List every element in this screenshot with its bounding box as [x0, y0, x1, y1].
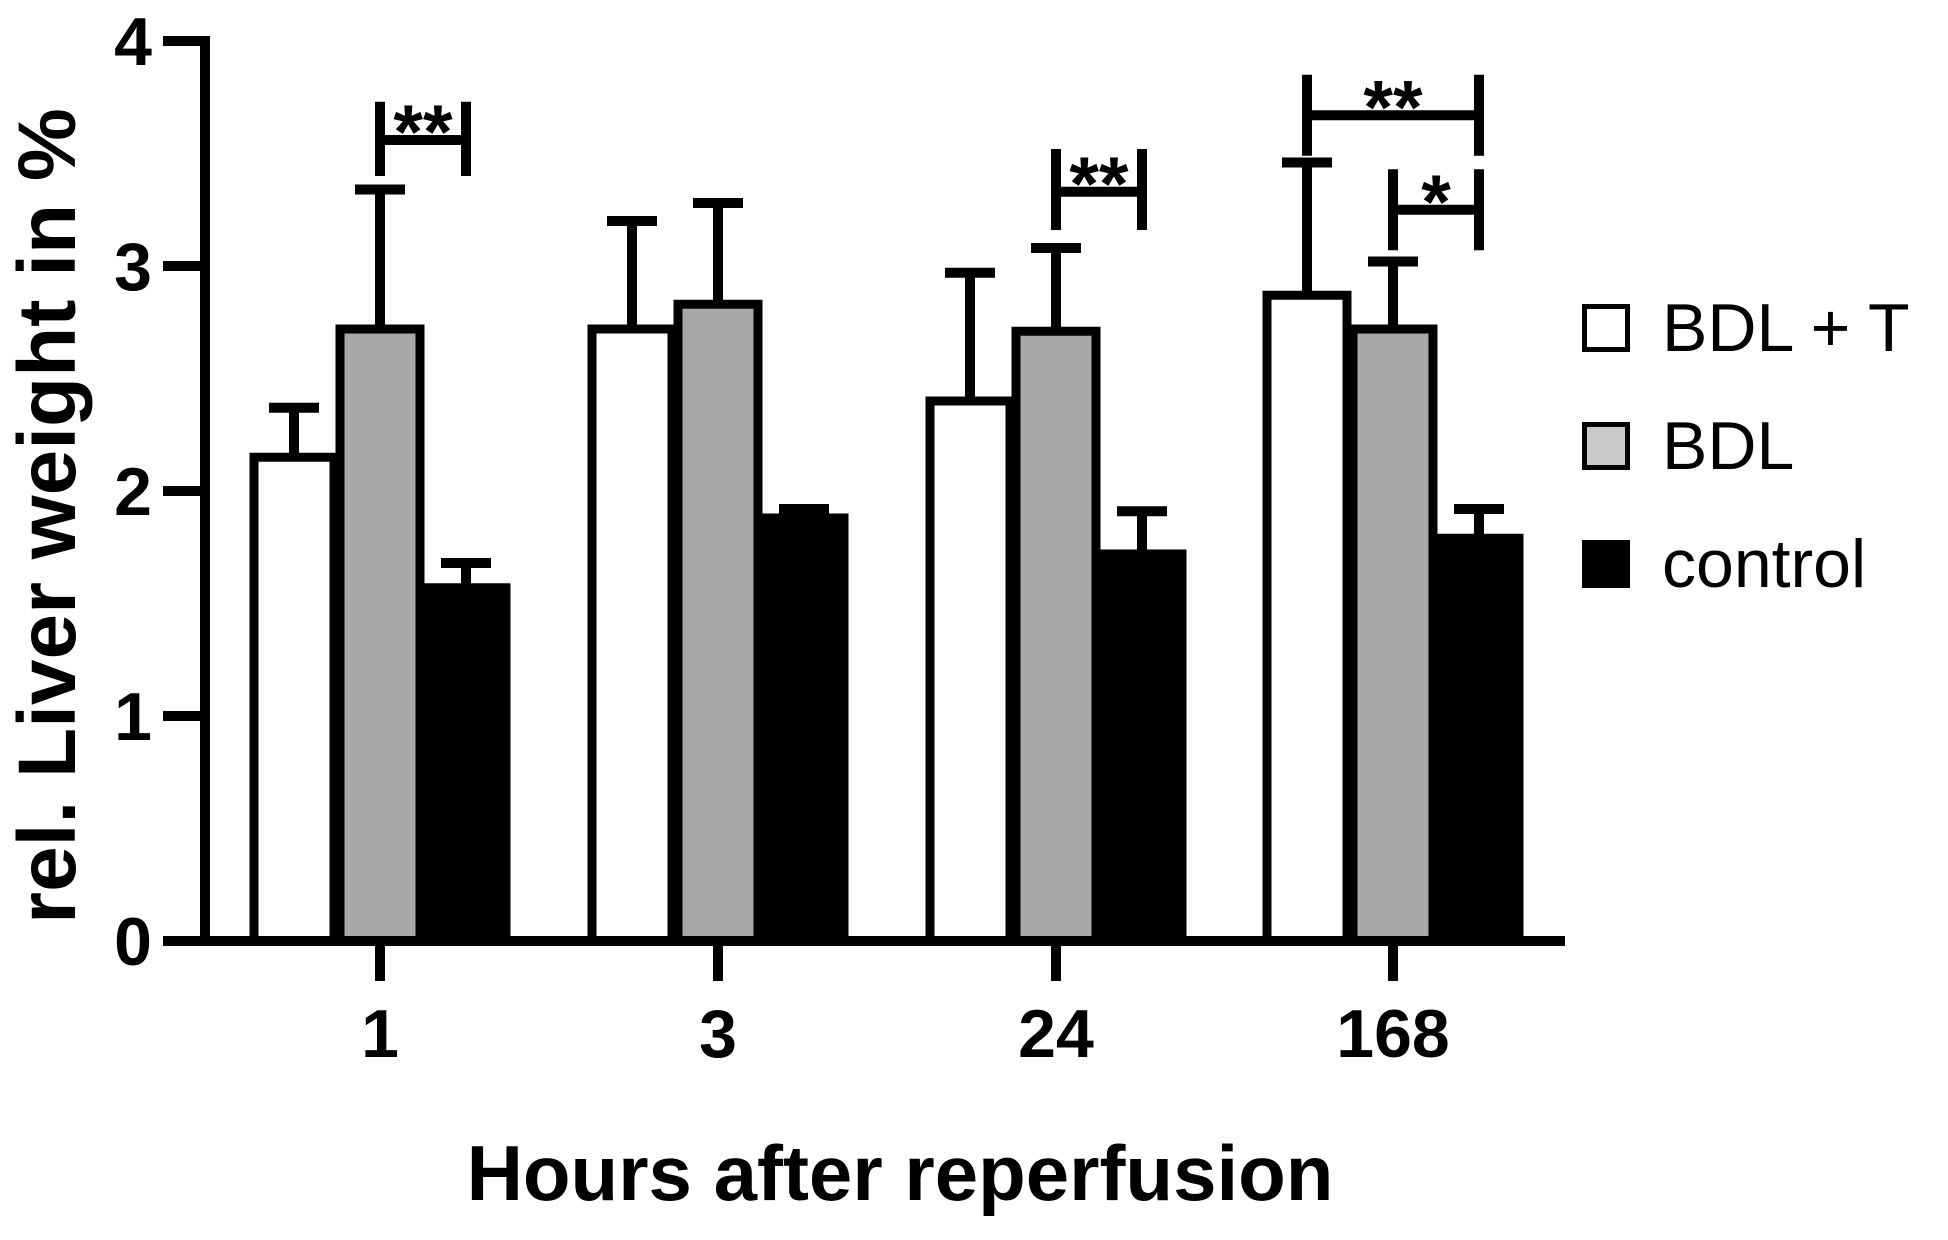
- bar-control-g0: [421, 583, 511, 946]
- significance-stars: **: [1363, 65, 1423, 150]
- legend-label: BDL + T: [1662, 290, 1910, 366]
- x-tick-label: 1: [361, 996, 399, 1072]
- x-axis-title: Hours after reperfusion: [466, 1129, 1334, 1217]
- bar-control-g3: [1434, 533, 1524, 946]
- legend-swatch: [1582, 540, 1630, 588]
- x-tick-label: 24: [1018, 996, 1094, 1072]
- bar-bdl-t-g1: [587, 324, 677, 946]
- significance-stars: **: [393, 90, 453, 175]
- legend: BDL + T BDL control: [1582, 294, 1910, 648]
- legend-label: BDL: [1662, 408, 1795, 484]
- x-tick-label: 168: [1336, 996, 1449, 1072]
- legend-swatch: [1582, 304, 1630, 352]
- significance-stars: **: [1069, 142, 1129, 227]
- legend-item-bdl: BDL: [1582, 412, 1910, 480]
- bar-bdl-g3: [1348, 324, 1438, 946]
- y-tick-label: 3: [114, 229, 152, 305]
- significance-stars: *: [1421, 160, 1451, 245]
- bar-bdl-t-g3: [1262, 290, 1352, 946]
- legend-label: control: [1662, 526, 1867, 602]
- legend-item-bdl-t: BDL + T: [1582, 294, 1910, 362]
- y-tick-label: 4: [114, 4, 152, 80]
- bar-control-g2: [1097, 549, 1187, 946]
- legend-swatch: [1582, 422, 1630, 470]
- bar-bdl-g0: [335, 324, 425, 946]
- y-tick-label: 2: [114, 454, 152, 530]
- bar-bdl-g2: [1011, 326, 1101, 946]
- legend-item-control: control: [1582, 530, 1910, 598]
- bar-bdl-t-g0: [249, 452, 339, 946]
- y-axis-title: rel. Liver weight in %: [2, 108, 93, 924]
- bar-bdl-g1: [673, 299, 763, 946]
- x-tick-label: 3: [699, 996, 737, 1072]
- bar-control-g1: [759, 513, 849, 946]
- y-tick-label: 0: [114, 904, 152, 980]
- y-tick-label: 1: [114, 679, 152, 755]
- bar-bdl-t-g2: [925, 396, 1015, 946]
